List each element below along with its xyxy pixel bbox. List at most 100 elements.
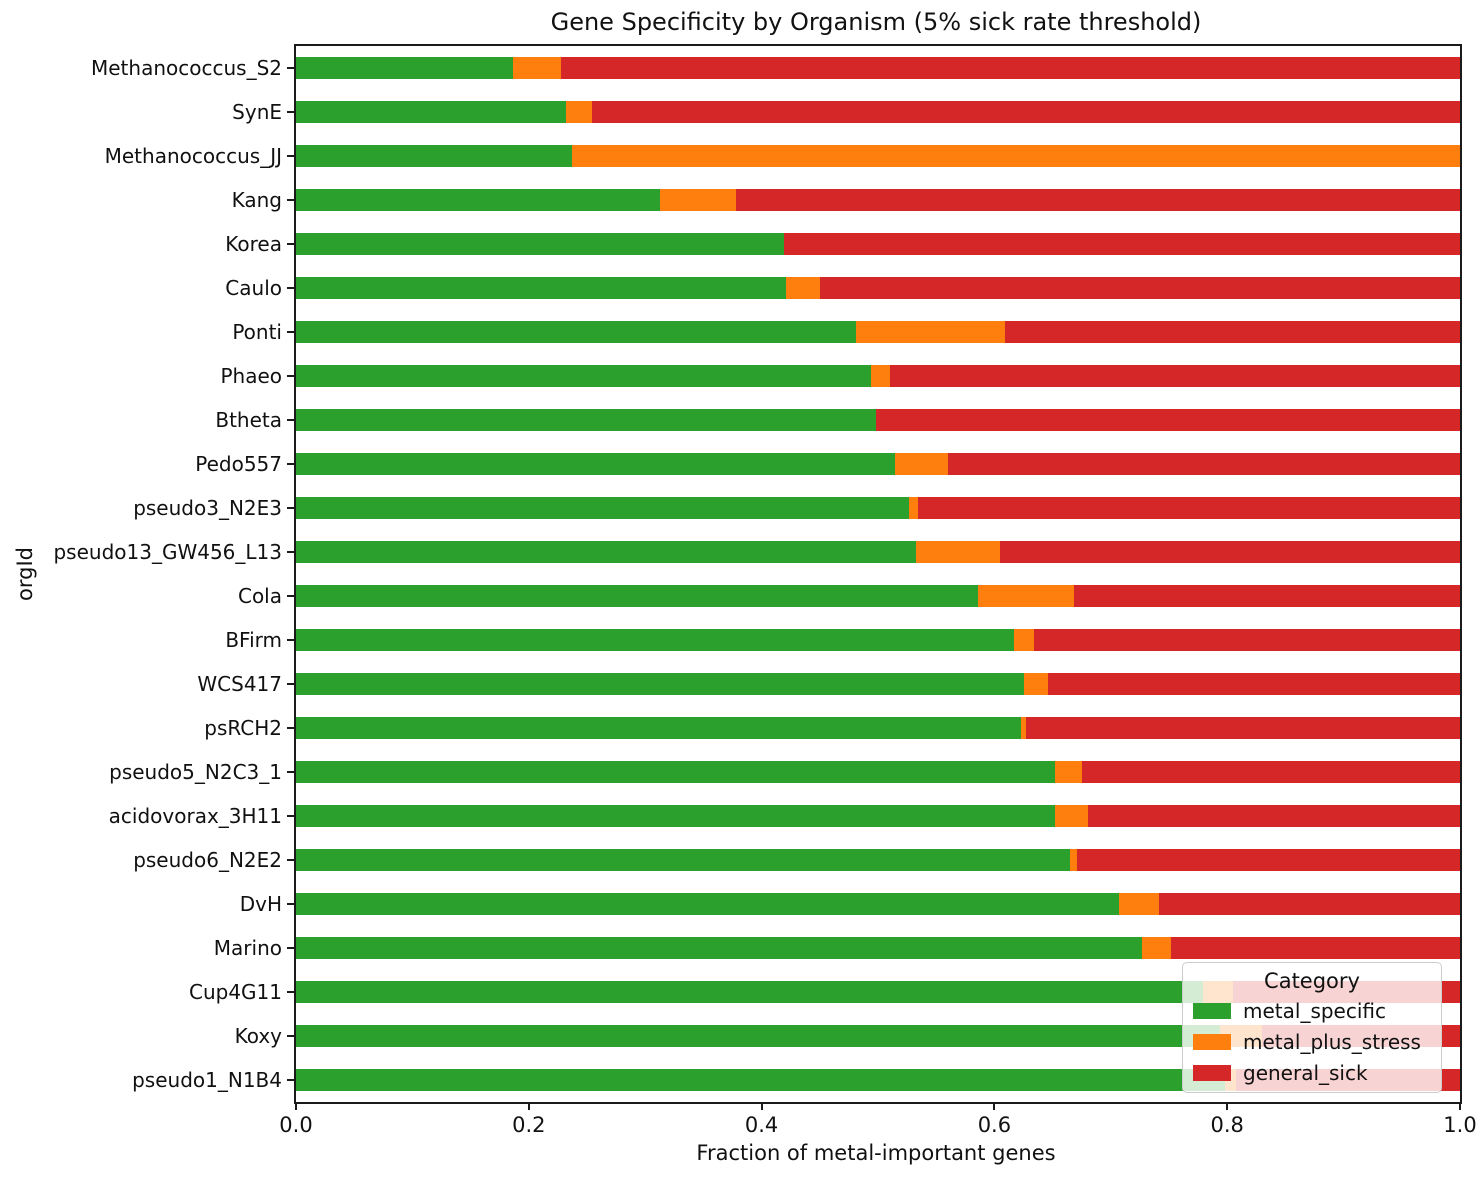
y-tick-label: Methanococcus_S2 <box>91 56 282 80</box>
bar-row <box>296 629 1460 651</box>
y-tick-label: BFirm <box>225 628 282 652</box>
bar-row <box>296 57 1460 79</box>
bar-segment-general_sick <box>1087 805 1460 827</box>
bar-row <box>296 321 1460 343</box>
bar-row <box>296 409 1460 431</box>
y-tick-label: psRCH2 <box>204 716 282 740</box>
bar-segment-general_sick <box>1077 849 1460 871</box>
y-tick-label: SynE <box>232 100 282 124</box>
y-tick-mark <box>287 859 294 861</box>
x-tick-mark <box>1226 1102 1229 1110</box>
legend-item: metal_specific <box>1193 995 1431 1026</box>
bar-segment-metal_plus_stress <box>871 365 890 387</box>
bar-segment-metal_specific <box>296 233 784 255</box>
bar-segment-general_sick <box>591 101 1460 123</box>
y-tick-mark <box>287 67 294 69</box>
bar-segment-metal_specific <box>296 409 876 431</box>
bar-segment-metal_specific <box>296 893 1119 915</box>
bar-segment-general_sick <box>1158 893 1460 915</box>
legend: Category metal_specific metal_plus_stress… <box>1182 962 1442 1093</box>
y-tick-label: Marino <box>213 936 282 960</box>
y-tick-mark <box>287 331 294 333</box>
y-tick-mark <box>287 815 294 817</box>
x-tick-label: 1.0 <box>1443 1113 1477 1137</box>
bar-segment-metal_plus_stress <box>1021 717 1026 739</box>
bar-row <box>296 453 1460 475</box>
legend-swatch-metal_plus_stress <box>1193 1033 1231 1050</box>
bar-row <box>296 761 1460 783</box>
bar-segment-metal_plus_stress <box>1118 893 1159 915</box>
bar-segment-metal_specific <box>296 541 917 563</box>
bar-segment-metal_plus_stress <box>571 145 1460 167</box>
bar-segment-metal_specific <box>296 277 787 299</box>
x-tick-mark <box>1459 1102 1461 1110</box>
y-tick-mark <box>287 375 294 377</box>
y-tick-mark <box>287 727 294 729</box>
y-tick-label: Pedo557 <box>195 452 282 476</box>
y-tick-mark <box>287 595 294 597</box>
x-axis-label: Fraction of metal-important genes <box>696 1141 1056 1165</box>
y-tick-label: pseudo6_N2E2 <box>133 848 282 872</box>
bar-segment-metal_specific <box>296 145 572 167</box>
bar-row <box>296 497 1460 519</box>
bar-segment-metal_plus_stress <box>1142 937 1172 959</box>
y-tick-mark <box>287 1035 294 1037</box>
y-tick-mark <box>287 507 294 509</box>
x-tick-label: 0.6 <box>977 1113 1012 1137</box>
y-tick-label: Ponti <box>232 320 282 344</box>
legend-swatch-general_sick <box>1193 1064 1231 1081</box>
bar-segment-general_sick <box>1171 937 1460 959</box>
y-tick-label: Cup4G11 <box>188 980 282 1004</box>
y-tick-label: Btheta <box>215 408 282 432</box>
legend-item: metal_plus_stress <box>1193 1026 1431 1057</box>
y-tick-label: pseudo13_GW456_L13 <box>53 540 282 564</box>
y-tick-mark <box>287 111 294 113</box>
bar-segment-metal_plus_stress <box>895 453 948 475</box>
bar-segment-metal_plus_stress <box>1023 673 1048 695</box>
bar-segment-metal_specific <box>296 321 856 343</box>
bar-segment-metal_plus_stress <box>916 541 1001 563</box>
y-tick-mark <box>287 947 294 949</box>
y-tick-label: Korea <box>225 232 282 256</box>
y-tick-mark <box>287 155 294 157</box>
bar-row <box>296 893 1460 915</box>
y-tick-mark <box>287 419 294 421</box>
y-tick-label: WCS417 <box>197 672 282 696</box>
bar-segment-metal_specific <box>296 981 1203 1003</box>
bar-segment-metal_specific <box>296 189 661 211</box>
y-tick-label: Caulo <box>225 276 282 300</box>
bar-segment-metal_plus_stress <box>909 497 918 519</box>
bar-segment-general_sick <box>889 365 1460 387</box>
y-tick-label: pseudo3_N2E3 <box>133 496 282 520</box>
chart-title: Gene Specificity by Organism (5% sick ra… <box>550 8 1202 36</box>
legend-title: Category <box>1264 969 1360 993</box>
bar-row <box>296 717 1460 739</box>
x-tick-label: 0.0 <box>279 1113 313 1137</box>
legend-item-label: metal_specific <box>1243 998 1387 1023</box>
bar-segment-metal_specific <box>296 761 1055 783</box>
y-tick-label: DvH <box>239 892 282 916</box>
plot-area <box>294 44 1462 1104</box>
y-tick-mark <box>287 639 294 641</box>
bar-segment-general_sick <box>819 277 1460 299</box>
x-tick-label: 0.4 <box>744 1113 779 1137</box>
bar-segment-metal_plus_stress <box>1070 849 1078 871</box>
x-tick-mark <box>527 1102 530 1110</box>
bar-segment-general_sick <box>1081 761 1460 783</box>
bar-segment-metal_specific <box>296 717 1022 739</box>
bar-segment-general_sick <box>735 189 1460 211</box>
bar-segment-general_sick <box>917 497 1460 519</box>
bar-row <box>296 541 1460 563</box>
y-tick-mark <box>287 903 294 905</box>
x-tick-label: 0.8 <box>1210 1113 1244 1137</box>
bar-segment-metal_plus_stress <box>786 277 820 299</box>
legend-items: metal_specific metal_plus_stress general_s… <box>1193 995 1431 1088</box>
bar-segment-metal_specific <box>296 1025 1221 1047</box>
y-tick-mark <box>287 287 294 289</box>
y-tick-label: pseudo5_N2C3_1 <box>109 760 282 784</box>
bar-segment-metal_specific <box>296 585 979 607</box>
bar-segment-metal_specific <box>296 805 1055 827</box>
y-tick-label: Phaeo <box>220 364 282 388</box>
bar-segment-metal_plus_stress <box>978 585 1074 607</box>
bar-segment-metal_specific <box>296 673 1024 695</box>
